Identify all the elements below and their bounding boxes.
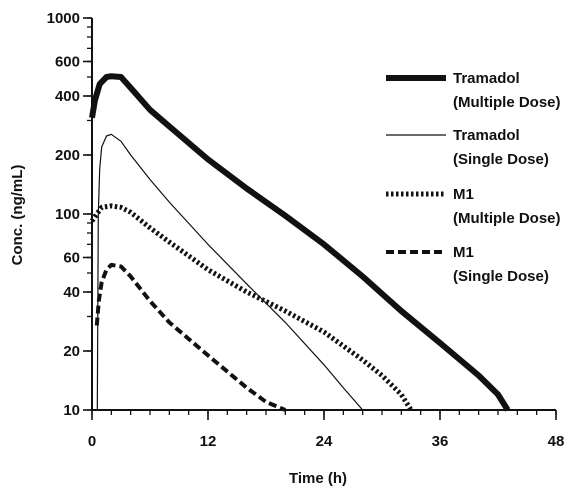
series-line-3: [89, 203, 414, 412]
y-tick-label: 600: [55, 53, 80, 70]
y-tick-label: 1000: [47, 10, 80, 27]
series-layer: [89, 73, 511, 412]
x-tick-label: 0: [88, 433, 96, 450]
legend-label-1: Tramadol: [453, 70, 520, 87]
legend-label-2: Tramadol: [453, 127, 520, 144]
legend-sublabel-4: (Single Dose): [453, 268, 549, 285]
series-line-1: [89, 73, 511, 412]
axes: 10 20 40 60 100 200 400 600 1000 0 12 24 36 48: [47, 10, 565, 450]
legend-label-4: M1: [453, 244, 474, 261]
legend-sublabel-3: (Multiple Dose): [453, 210, 561, 227]
x-tick-label: 36: [432, 433, 449, 450]
y-tick-label: 20: [63, 343, 80, 360]
y-tick-label: 10: [63, 402, 80, 419]
legend: Tramadol (Multiple Dose) Tramadol (Single D…: [386, 70, 561, 285]
series-line-4: [94, 262, 287, 412]
legend-sublabel-1: (Multiple Dose): [453, 94, 561, 111]
y-tick-label: 400: [55, 88, 80, 105]
y-tick-label: 60: [63, 249, 80, 266]
y-axis-title: Conc. (ng/mL): [9, 165, 26, 266]
y-tick-label: 100: [55, 206, 80, 223]
y-tick-label: 40: [63, 284, 80, 301]
x-tick-label: 12: [200, 433, 217, 450]
y-tick-label: 200: [55, 147, 80, 164]
legend-label-3: M1: [453, 186, 474, 203]
legend-sublabel-2: (Single Dose): [453, 151, 549, 168]
x-axis-title: Time (h): [289, 470, 347, 487]
x-tick-label: 48: [548, 433, 565, 450]
x-tick-label: 24: [316, 433, 333, 450]
series-line-2: [96, 133, 364, 411]
